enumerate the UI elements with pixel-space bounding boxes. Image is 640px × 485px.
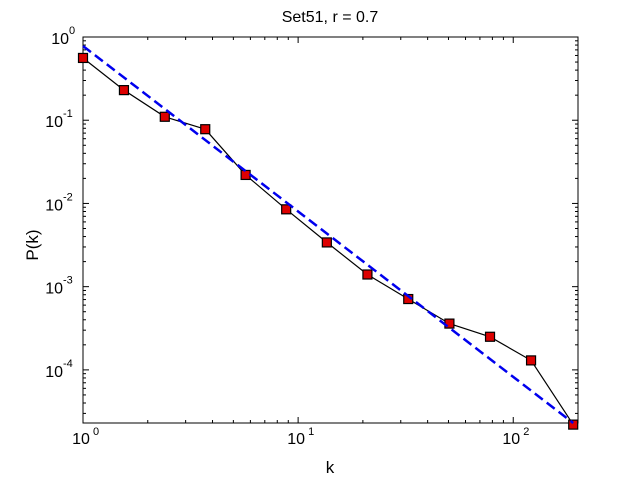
plot-layer: 10 0 10 1 10 210 010 -110 -210 -310 -4: [45, 25, 579, 448]
data-point: [118, 85, 130, 96]
y-tick-exponent: -4: [63, 358, 73, 370]
data-point: [200, 124, 211, 135]
x-tick-exponent: 2: [523, 426, 529, 438]
data-point: [321, 237, 332, 248]
y-tick-label: 10: [51, 31, 69, 48]
data-point: [525, 355, 537, 366]
data-point: [240, 169, 251, 181]
x-tick-exponent: 1: [308, 426, 314, 438]
data-point: [484, 331, 496, 342]
data-point: [403, 293, 414, 305]
x-tick-exponent: 0: [93, 426, 99, 438]
fit-line: [82, 45, 574, 424]
data-point: [77, 52, 89, 64]
data-point: [362, 269, 373, 280]
y-tick-label: 10: [45, 281, 63, 298]
y-tick-label: 10: [45, 114, 63, 131]
plot-area-frame: [82, 36, 579, 424]
y-tick-exponent: -1: [63, 108, 73, 120]
y-tick-exponent: -3: [63, 275, 73, 287]
chart-title: Set51, r = 0.7: [282, 9, 379, 26]
data-point: [159, 111, 170, 122]
y-tick-exponent: -2: [63, 191, 73, 203]
y-tick-exponent: 0: [69, 25, 75, 37]
y-axis-label: P(k): [23, 229, 42, 260]
x-tick-label: 10: [72, 431, 90, 448]
x-tick-label: 10: [287, 431, 305, 448]
data-point: [568, 419, 579, 430]
x-axis-label: k: [326, 458, 335, 477]
data-point: [281, 204, 292, 215]
y-tick-label: 10: [45, 197, 63, 214]
y-tick-label: 10: [45, 364, 63, 381]
x-tick-label: 10: [502, 431, 520, 448]
